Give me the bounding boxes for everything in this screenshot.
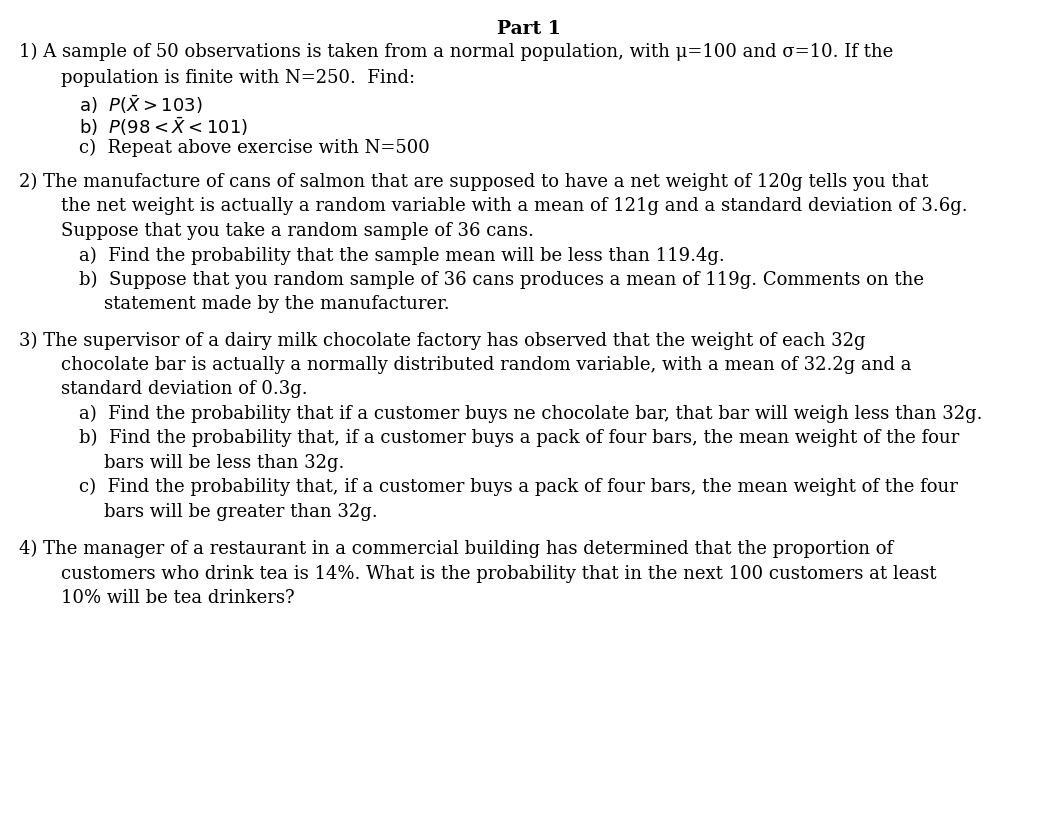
Text: b)  $P(98 < \bar{X} < 101)$: b) $P(98 < \bar{X} < 101)$: [79, 116, 249, 139]
Text: 1) A sample of 50 observations is taken from a normal population, with μ=100 and: 1) A sample of 50 observations is taken …: [19, 43, 893, 61]
Text: customers who drink tea is 14%. What is the probability that in the next 100 cus: customers who drink tea is 14%. What is …: [61, 565, 937, 583]
Text: b)  Find the probability that, if a customer buys a pack of four bars, the mean : b) Find the probability that, if a custo…: [79, 429, 960, 447]
Text: c)  Repeat above exercise with N=500: c) Repeat above exercise with N=500: [79, 139, 431, 157]
Text: chocolate bar is actually a normally distributed random variable, with a mean of: chocolate bar is actually a normally dis…: [61, 356, 912, 374]
Text: Part 1: Part 1: [497, 20, 561, 38]
Text: c)  Find the probability that, if a customer buys a pack of four bars, the mean : c) Find the probability that, if a custo…: [79, 478, 959, 496]
Text: 4) The manager of a restaurant in a commercial building has determined that the : 4) The manager of a restaurant in a comm…: [19, 540, 893, 558]
Text: standard deviation of 0.3g.: standard deviation of 0.3g.: [61, 380, 308, 398]
Text: b)  Suppose that you random sample of 36 cans produces a mean of 119g. Comments : b) Suppose that you random sample of 36 …: [79, 271, 925, 289]
Text: a)  Find the probability that the sample mean will be less than 119.4g.: a) Find the probability that the sample …: [79, 246, 725, 264]
Text: bars will be greater than 32g.: bars will be greater than 32g.: [104, 503, 378, 521]
Text: 10% will be tea drinkers?: 10% will be tea drinkers?: [61, 589, 295, 607]
Text: Suppose that you take a random sample of 36 cans.: Suppose that you take a random sample of…: [61, 222, 534, 240]
Text: a)  $P(\bar{X} > 103)$: a) $P(\bar{X} > 103)$: [79, 93, 203, 116]
Text: 2) The manufacture of cans of salmon that are supposed to have a net weight of 1: 2) The manufacture of cans of salmon tha…: [19, 173, 929, 191]
Text: population is finite with N=250.  Find:: population is finite with N=250. Find:: [61, 69, 416, 86]
Text: a)  Find the probability that if a customer buys ne chocolate bar, that bar will: a) Find the probability that if a custom…: [79, 405, 983, 423]
Text: the net weight is actually a random variable with a mean of 121g and a standard : the net weight is actually a random vari…: [61, 197, 968, 215]
Text: statement made by the manufacturer.: statement made by the manufacturer.: [104, 295, 450, 313]
Text: 3) The supervisor of a dairy milk chocolate factory has observed that the weight: 3) The supervisor of a dairy milk chocol…: [19, 331, 865, 349]
Text: bars will be less than 32g.: bars will be less than 32g.: [104, 454, 344, 472]
